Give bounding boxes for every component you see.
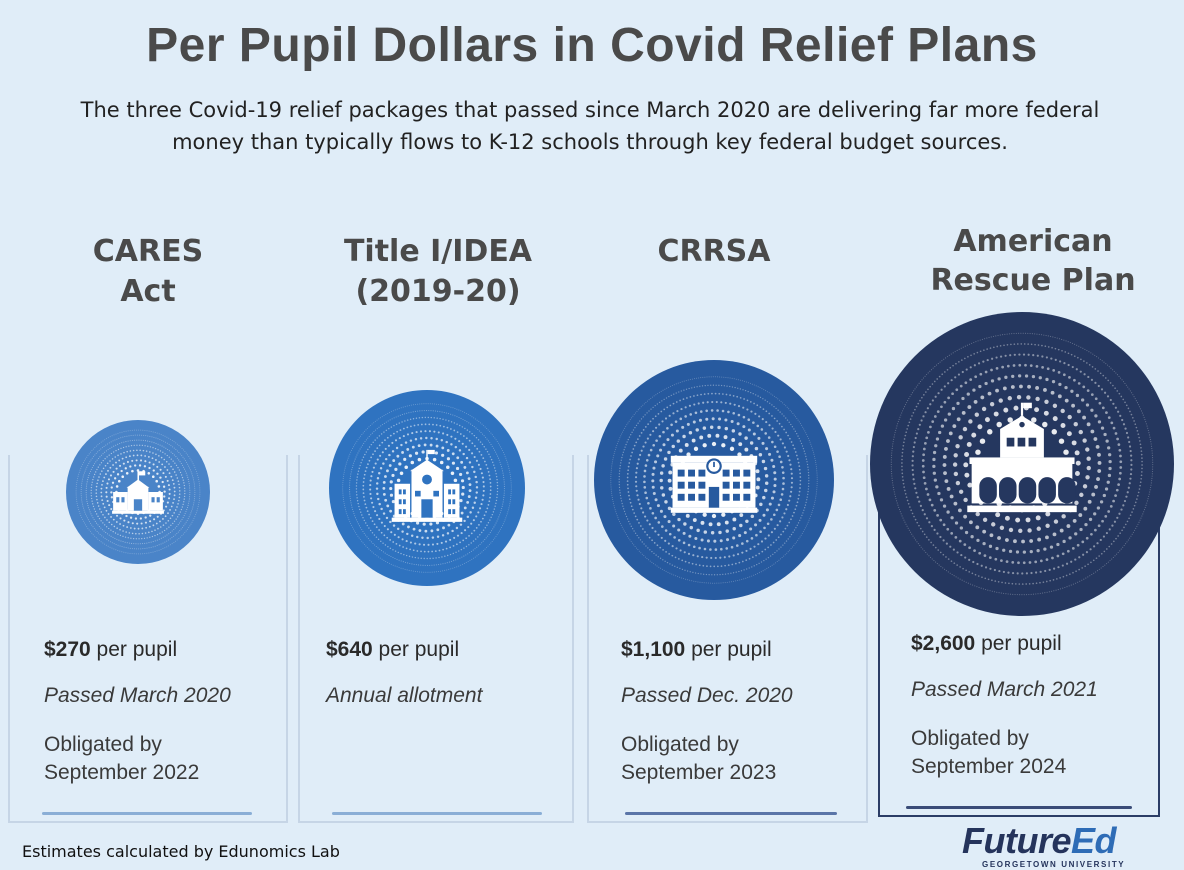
obligated-crrsa: Obligated by September 2023	[621, 731, 776, 787]
note-cares: Passed March 2020	[44, 684, 231, 707]
circle-cares	[66, 420, 210, 564]
col-title-line-1: CARES	[92, 234, 204, 269]
col-title-line-2: (2019-20)	[355, 274, 521, 309]
subtitle-line-2: money than typically flows to K-12 schoo…	[172, 130, 1008, 154]
amount-value: $640	[326, 638, 373, 661]
circle-graphic	[594, 360, 834, 600]
logo-brand: FutureEd	[962, 820, 1172, 862]
school-clock-icon	[391, 449, 463, 522]
col-title-line-1: American	[953, 224, 1113, 259]
amount-suffix: per pupil	[372, 638, 460, 661]
col-title-american-rescue-plan: American Rescue Plan	[918, 222, 1148, 300]
note-title-i-idea: Annual allotment	[326, 684, 483, 707]
circle-graphic	[870, 312, 1174, 616]
amount-value: $270	[44, 638, 91, 661]
circle-title-i-idea	[329, 390, 525, 586]
note-crrsa: Passed Dec. 2020	[621, 684, 793, 707]
panel-divider	[42, 812, 252, 815]
col-title-line-2: Rescue Plan	[930, 263, 1136, 298]
amount-value: $2,600	[911, 632, 976, 655]
obligated-line-1: Obligated by	[911, 727, 1029, 750]
obligated-line-1: Obligated by	[621, 733, 739, 756]
amount-suffix: per pupil	[975, 632, 1062, 655]
obligated-line-2: September 2024	[911, 755, 1067, 778]
col-title-crrsa: CRRSA	[614, 232, 814, 272]
amount-suffix: per pupil	[685, 638, 772, 661]
circle-american-rescue-plan	[870, 312, 1174, 616]
panel-divider	[906, 806, 1132, 809]
circle-crrsa	[594, 360, 834, 600]
amount-crrsa: $1,100 per pupil	[621, 638, 772, 662]
panel-cares	[8, 455, 288, 823]
panel-american-rescue-plan	[878, 455, 1160, 817]
obligated-line-1: Obligated by	[44, 733, 162, 756]
panel-crrsa	[587, 455, 868, 823]
obligated-line-2: September 2023	[621, 761, 777, 784]
obligated-line-2: September 2022	[44, 761, 200, 784]
panel-divider	[625, 812, 837, 815]
futureed-logo: FutureEd GEORGETOWN UNIVERSITY	[962, 820, 1172, 869]
panel-title-i-idea	[298, 455, 574, 823]
col-title-cares: CARES Act	[48, 232, 248, 312]
col-title-line-1: CRRSA	[657, 234, 771, 269]
source-note: Estimates calculated by Edunomics Lab	[22, 842, 340, 861]
col-title-line-2: Act	[120, 274, 176, 309]
circle-graphic	[329, 390, 525, 586]
school-building-icon	[670, 455, 758, 513]
logo-subtitle: GEORGETOWN UNIVERSITY	[982, 860, 1126, 869]
circle-graphic	[66, 420, 210, 564]
col-title-title-i-idea: Title I/IDEA (2019-20)	[320, 232, 556, 312]
obligated-cares: Obligated by September 2022	[44, 731, 199, 787]
panel-divider	[332, 812, 542, 815]
logo-brand-main: Future	[962, 820, 1072, 861]
page-subtitle: The three Covid-19 relief packages that …	[40, 94, 1140, 158]
amount-title-i-idea: $640 per pupil	[326, 638, 459, 662]
amount-cares: $270 per pupil	[44, 638, 177, 662]
amount-suffix: per pupil	[90, 638, 178, 661]
col-title-line-1: Title I/IDEA	[343, 234, 533, 269]
note-american-rescue-plan: Passed March 2021	[911, 678, 1098, 701]
logo-brand-accent: Ed	[1071, 820, 1117, 861]
school-small-icon	[112, 471, 164, 514]
dotted-halo	[890, 332, 1154, 596]
amount-american-rescue-plan: $2,600 per pupil	[911, 632, 1062, 656]
subtitle-line-1: The three Covid-19 relief packages that …	[80, 98, 1100, 122]
page-title: Per Pupil Dollars in Covid Relief Plans	[146, 19, 1038, 72]
obligated-american-rescue-plan: Obligated by September 2024	[911, 725, 1066, 781]
amount-value: $1,100	[621, 638, 686, 661]
courthouse-icon	[967, 402, 1077, 513]
